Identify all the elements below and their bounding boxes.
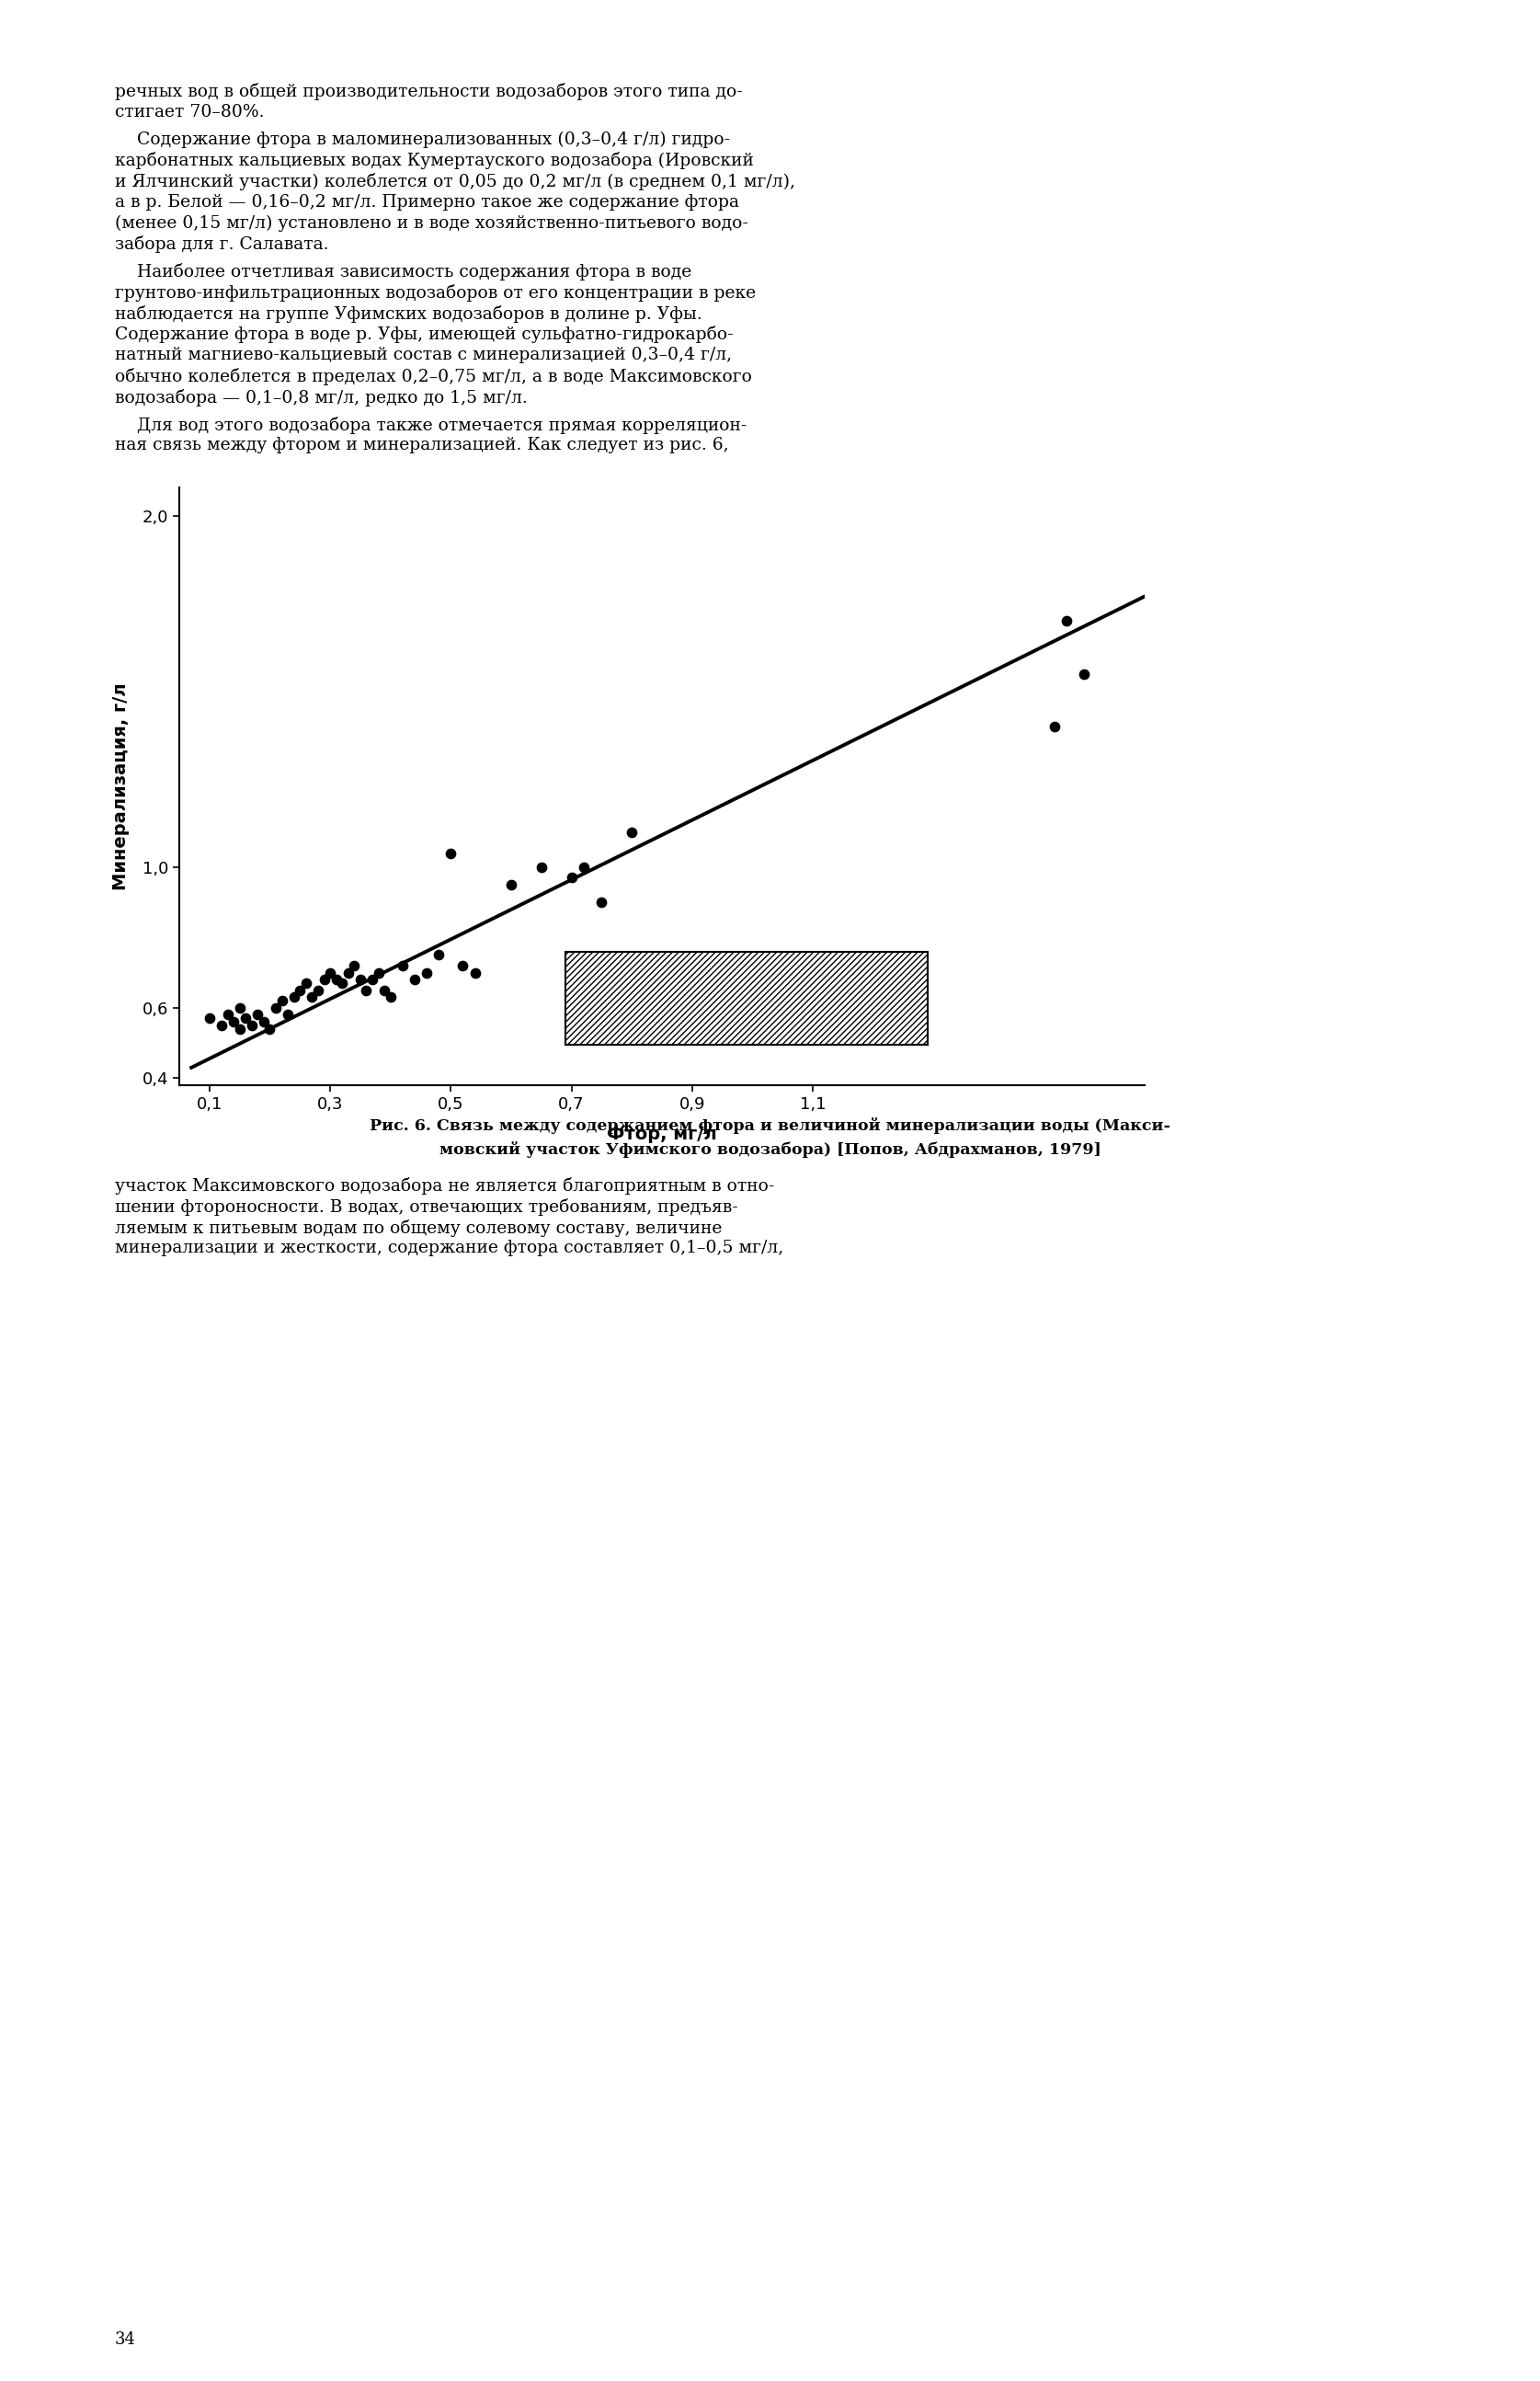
Point [1072, 655, 1096, 693]
Point [323, 960, 348, 998]
Point [528, 848, 553, 886]
Text: (менее 0,15 мг/л) установлено и в воде хозяйственно-питьевого водо-: (менее 0,15 мг/л) установлено и в воде х… [116, 214, 748, 231]
Text: водозабора — 0,1–0,8 мг/л, редко до 1,5 мг/л.: водозабора — 0,1–0,8 мг/л, редко до 1,5 … [116, 388, 528, 407]
Point [336, 955, 360, 993]
Point [348, 960, 373, 998]
Point [251, 1002, 276, 1040]
Point [354, 971, 379, 1010]
Y-axis label: Минерализация, г/л: Минерализация, г/л [112, 683, 129, 890]
Text: 34: 34 [116, 2331, 136, 2348]
Point [300, 979, 325, 1017]
Point [245, 995, 269, 1033]
Point [1053, 602, 1078, 640]
Point [239, 1007, 263, 1045]
Text: забора для г. Салавата.: забора для г. Салавата. [116, 236, 328, 252]
Point [276, 995, 300, 1033]
Text: карбонатных кальциевых водах Кумертауского водозабора (Ировский: карбонатных кальциевых водах Кумертауско… [116, 152, 753, 169]
Point [373, 971, 397, 1010]
Point [228, 1010, 253, 1048]
Text: ляемым к питьевым водам по общему солевому составу, величине: ляемым к питьевым водам по общему солево… [116, 1219, 722, 1236]
Point [427, 936, 451, 974]
Bar [565, 952, 927, 1045]
Point [414, 955, 439, 993]
Text: обычно колеблется в пределах 0,2–0,75 мг/л, а в воде Максимовского: обычно колеблется в пределах 0,2–0,75 мг… [116, 369, 752, 386]
Point [228, 988, 253, 1026]
X-axis label: Фтор, мг/л: Фтор, мг/л [607, 1126, 718, 1143]
Point [559, 860, 584, 898]
Text: а в р. Белой — 0,16–0,2 мг/л. Примерно такое же содержание фтора: а в р. Белой — 0,16–0,2 мг/л. Примерно т… [116, 193, 739, 210]
Text: Наиболее отчетливая зависимость содержания фтора в воде: Наиболее отчетливая зависимость содержан… [116, 262, 691, 281]
Point [270, 981, 294, 1019]
Point [209, 1007, 234, 1045]
Point [571, 848, 596, 886]
Point [234, 1000, 259, 1038]
Point [379, 979, 403, 1017]
Text: Рис. 6. Связь между содержанием фтора и величиной минерализации воды (Макси-: Рис. 6. Связь между содержанием фтора и … [370, 1117, 1170, 1133]
Point [367, 955, 391, 993]
Point [216, 995, 240, 1033]
Point [1043, 707, 1067, 745]
Point [462, 955, 487, 993]
Text: ная связь между фтором и минерализацией. Как следует из рис. 6,: ная связь между фтором и минерализацией.… [116, 438, 728, 455]
Text: наблюдается на группе Уфимских водозаборов в долине р. Уфы.: наблюдается на группе Уфимских водозабор… [116, 305, 702, 321]
Text: мовский участок Уфимского водозабора) [Попов, Абдрахманов, 1979]: мовский участок Уфимского водозабора) [П… [439, 1140, 1101, 1157]
Point [288, 971, 313, 1010]
Text: грунтово-инфильтрационных водозаборов от его концентрации в реке: грунтово-инфильтрационных водозаборов от… [116, 283, 756, 302]
Point [257, 1010, 282, 1048]
Text: Содержание фтора в маломинерализованных (0,3–0,4 г/л) гидро-: Содержание фтора в маломинерализованных … [116, 131, 730, 148]
Point [222, 1002, 246, 1040]
Text: Для вод этого водозабора также отмечается прямая корреляцион-: Для вод этого водозабора также отмечаетс… [116, 417, 747, 433]
Point [590, 883, 614, 921]
Text: Содержание фтора в воде р. Уфы, имеющей сульфатно-гидрокарбо-: Содержание фтора в воде р. Уфы, имеющей … [116, 326, 733, 343]
Text: речных вод в общей производительности водозаборов этого типа до-: речных вод в общей производительности во… [116, 83, 742, 100]
Point [330, 964, 354, 1002]
Point [402, 960, 427, 998]
Point [311, 960, 336, 998]
Point [619, 812, 644, 850]
Point [390, 948, 414, 986]
Text: и Ялчинский участки) колеблется от 0,05 до 0,2 мг/л (в среднем 0,1 мг/л),: и Ялчинский участки) колеблется от 0,05 … [116, 174, 795, 190]
Point [317, 955, 342, 993]
Text: минерализации и жесткости, содержание фтора составляет 0,1–0,5 мг/л,: минерализации и жесткости, содержание фт… [116, 1241, 784, 1257]
Point [499, 867, 524, 905]
Point [439, 833, 464, 871]
Text: натный магниево-кальциевый состав с минерализацией 0,3–0,4 г/л,: натный магниево-кальциевый состав с мине… [116, 348, 732, 364]
Point [282, 979, 306, 1017]
Point [451, 948, 476, 986]
Point [197, 1000, 222, 1038]
Point [294, 964, 319, 1002]
Text: шении фтороносности. В водах, отвечающих требованиям, предъяв-: шении фтороносности. В водах, отвечающих… [116, 1198, 738, 1217]
Text: стигает 70–80%.: стигает 70–80%. [116, 105, 265, 121]
Point [306, 971, 331, 1010]
Point [263, 988, 288, 1026]
Point [360, 960, 385, 998]
Text: участок Максимовского водозабора не является благоприятным в отно-: участок Максимовского водозабора не явля… [116, 1176, 775, 1195]
Point [342, 948, 367, 986]
